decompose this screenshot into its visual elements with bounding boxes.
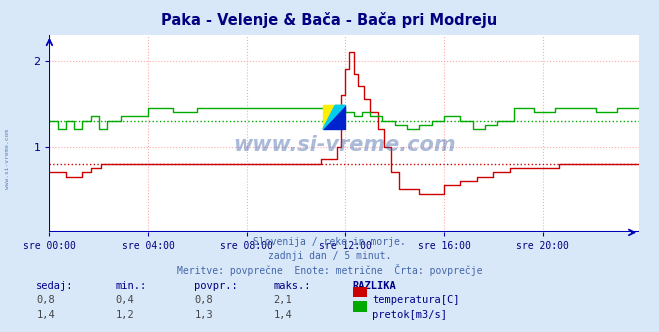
Polygon shape [323,105,345,129]
Text: 1,4: 1,4 [273,310,292,320]
Text: 1,4: 1,4 [36,310,55,320]
Text: 1,2: 1,2 [115,310,134,320]
Text: 2,1: 2,1 [273,295,292,305]
Text: povpr.:: povpr.: [194,281,238,290]
Polygon shape [323,105,345,129]
Polygon shape [323,105,345,129]
Text: maks.:: maks.: [273,281,311,290]
Text: Paka - Velenje & Bača - Bača pri Modreju: Paka - Velenje & Bača - Bača pri Modreju [161,12,498,28]
Text: Meritve: povprečne  Enote: metrične  Črta: povprečje: Meritve: povprečne Enote: metrične Črta:… [177,264,482,276]
Text: 0,4: 0,4 [115,295,134,305]
Text: 1,3: 1,3 [194,310,213,320]
Text: pretok[m3/s]: pretok[m3/s] [372,310,447,320]
Text: min.:: min.: [115,281,146,290]
Text: RAZLIKA: RAZLIKA [353,281,396,290]
Text: 0,8: 0,8 [194,295,213,305]
Text: temperatura[C]: temperatura[C] [372,295,460,305]
Text: www.si-vreme.com: www.si-vreme.com [233,135,455,155]
Text: 0,8: 0,8 [36,295,55,305]
Text: www.si-vreme.com: www.si-vreme.com [5,129,11,189]
Text: zadnji dan / 5 minut.: zadnji dan / 5 minut. [268,251,391,261]
Text: sedaj:: sedaj: [36,281,74,290]
Text: Slovenija / reke in morje.: Slovenija / reke in morje. [253,237,406,247]
